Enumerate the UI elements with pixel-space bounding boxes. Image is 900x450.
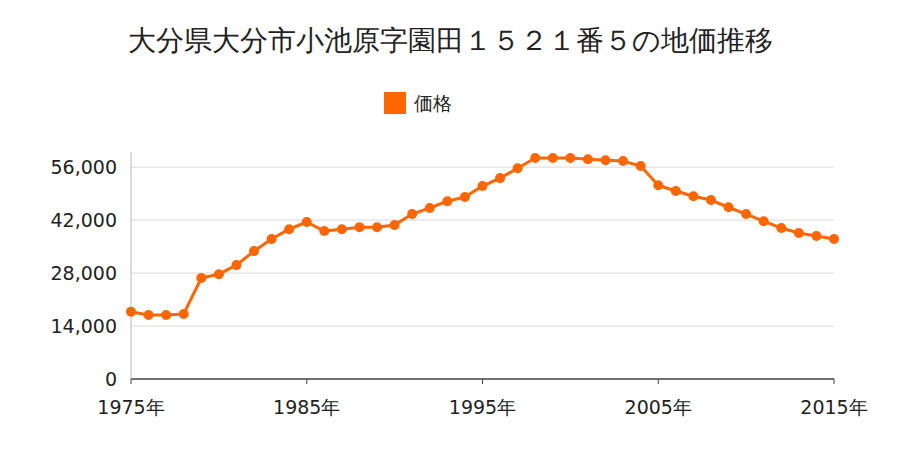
grid-line [131, 220, 834, 221]
legend-label: 価格 [414, 92, 452, 114]
y-tick-label: 28,000 [51, 262, 117, 284]
marker [267, 234, 277, 244]
marker [618, 156, 628, 166]
marker [583, 154, 593, 164]
x-tick [306, 379, 307, 384]
x-tick [131, 379, 132, 384]
marker [776, 223, 786, 233]
marker [161, 310, 171, 320]
legend-swatch [384, 92, 406, 114]
marker [249, 246, 259, 256]
marker [407, 209, 417, 219]
line [131, 158, 834, 315]
y-tick-label: 14,000 [51, 315, 117, 337]
marker [354, 222, 364, 232]
marker [144, 310, 154, 320]
legend: 価格 [384, 92, 452, 114]
marker [565, 153, 575, 163]
marker [390, 220, 400, 230]
marker [460, 192, 470, 202]
x-tick-label: 2005年 [625, 396, 692, 418]
marker [688, 191, 698, 201]
marker [653, 180, 663, 190]
marker [179, 309, 189, 319]
marker [548, 153, 558, 163]
x-tick-label: 1975年 [97, 396, 164, 418]
plot [126, 153, 839, 320]
y-axis [131, 152, 132, 379]
marker [214, 269, 224, 279]
marker [530, 153, 540, 163]
marker [126, 307, 136, 317]
x-tick-label: 1995年 [449, 396, 516, 418]
marker [741, 209, 751, 219]
marker [196, 273, 206, 283]
title: 大分県大分市小池原字園田１５２１番５の地価推移 [128, 24, 773, 57]
x-tick [482, 379, 483, 384]
marker [811, 231, 821, 241]
x-tick [834, 379, 835, 384]
marker [513, 163, 523, 173]
marker [319, 226, 329, 236]
y-tick-label: 56,000 [51, 156, 117, 178]
marker [829, 234, 839, 244]
y-tick-label: 42,000 [51, 209, 117, 231]
marker [302, 217, 312, 227]
marker [759, 216, 769, 226]
chart: 大分県大分市小池原字園田１５２１番５の地価推移価格 0 14,000 28,000 42… [0, 0, 900, 450]
y-tick-label: 0 [105, 368, 117, 390]
marker [794, 228, 804, 238]
marker [372, 222, 382, 232]
marker [284, 224, 294, 234]
marker [601, 155, 611, 165]
marker [478, 181, 488, 191]
marker [231, 260, 241, 270]
x-tick [658, 379, 659, 384]
marker [495, 173, 505, 183]
grid-line [131, 326, 834, 327]
marker [671, 186, 681, 196]
x-tick-label: 1985年 [273, 396, 340, 418]
grid-line [131, 167, 834, 168]
marker [724, 202, 734, 212]
marker [636, 161, 646, 171]
marker [425, 203, 435, 213]
marker [337, 224, 347, 234]
grid-line [131, 273, 834, 274]
marker [442, 196, 452, 206]
x-tick-label: 2015年 [800, 396, 867, 418]
marker [706, 195, 716, 205]
